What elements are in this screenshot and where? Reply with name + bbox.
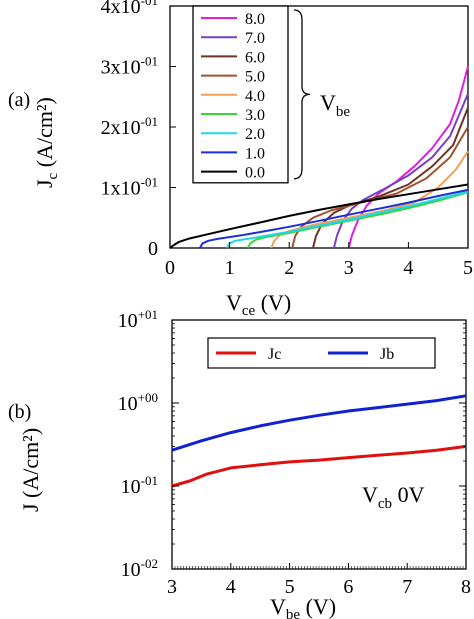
panel-label-a: (a)	[8, 89, 30, 111]
chart-panel-b: (b) 3 4 5 6 7 8 10+01 10+00 10-01 10-02 Vbe (V) J…	[8, 307, 471, 619]
legend-label-b: Jc	[268, 346, 281, 363]
y-axis-label-a: Jc (A/cm²)	[32, 97, 61, 188]
x-tick-label-a: 1	[225, 257, 235, 279]
y-axis-label-b: J (A/cm²)	[18, 428, 43, 512]
x-tick-label-b: 7	[402, 576, 412, 598]
x-tick-label-b: 3	[167, 576, 177, 598]
legend-label-a: 5.0	[245, 69, 265, 86]
x-tick-label-b: 6	[343, 576, 353, 598]
x-tick-label-a: 0	[165, 257, 175, 279]
y-tick-label-a: 4x10-01	[101, 0, 158, 18]
series-line-vbe	[169, 183, 469, 249]
chart-panel-a: (a) 0 1 2 3 4 501x10-012x10-013x10-014x10-01 …	[8, 0, 473, 319]
series-line-jc	[171, 444, 467, 488]
y-tick-label-b: 10+00	[118, 390, 158, 415]
legend-label-a: 0.0	[245, 165, 265, 182]
y-tick-label-b: 10-02	[121, 556, 158, 581]
legend-label-a: 3.0	[245, 107, 265, 124]
x-tick-label-a: 3	[344, 257, 354, 279]
y-tick-label-b: 10+01	[118, 307, 158, 332]
series-line-vbe	[312, 107, 469, 249]
legend-annotation-vbe: Vbe	[320, 90, 350, 120]
legend-label-a: 1.0	[245, 145, 265, 162]
y-tick-label-a: 3x10-01	[101, 54, 158, 79]
legend-brace	[293, 9, 311, 180]
legend-b: Jc Jb	[207, 337, 436, 369]
y-tick-label-a: 1x10-01	[101, 175, 158, 200]
x-axis-label-a: Vce (V)	[226, 290, 291, 319]
x-tick-label-b: 5	[285, 576, 295, 598]
x-tick-label-b: 4	[226, 576, 236, 598]
legend-label-a: 6.0	[245, 49, 265, 66]
series-line-vbe	[246, 191, 469, 249]
y-tick-label-b: 10-01	[121, 473, 158, 498]
series-line-vbe	[225, 190, 469, 249]
legend-label-a: 8.0	[245, 11, 265, 28]
series-line-jb	[171, 394, 467, 452]
y-tick-label-a: 2x10-01	[101, 114, 158, 139]
x-axis-label-b: Vbe (V)	[270, 594, 336, 619]
series-group-a	[169, 66, 469, 249]
legend-label-a: 2.0	[245, 126, 265, 143]
legend-a: 8.0 7.0 6.0 5.0 4.0 3.0 2.0 1.0 0.0	[192, 5, 311, 184]
y-tick-label-a: 0	[148, 238, 158, 260]
x-tick-label-a: 4	[403, 257, 413, 279]
ticks-b: 3 4 5 6 7 8 10+01 10+00 10-01 10-02	[118, 307, 471, 598]
series-group-b	[171, 394, 467, 488]
ticks-a: 0 1 2 3 4 5 0 1x10-01 2x10-01 3x10-01 4x10-01	[101, 0, 473, 279]
series-line-vbe	[270, 150, 469, 249]
x-tick-label-a: 5	[463, 257, 473, 279]
series-line-vbe	[332, 93, 469, 249]
legend-label-a: 7.0	[245, 30, 265, 47]
legend-label-a: 4.0	[245, 88, 265, 105]
series-line-vbe	[198, 188, 469, 249]
legend-label-b: Jb	[380, 346, 394, 363]
panel-label-b: (b)	[8, 401, 31, 423]
x-tick-label-a: 2	[284, 257, 294, 279]
annotation-vcb: Vcb 0V	[362, 482, 425, 512]
x-tick-label-b: 8	[461, 576, 471, 598]
